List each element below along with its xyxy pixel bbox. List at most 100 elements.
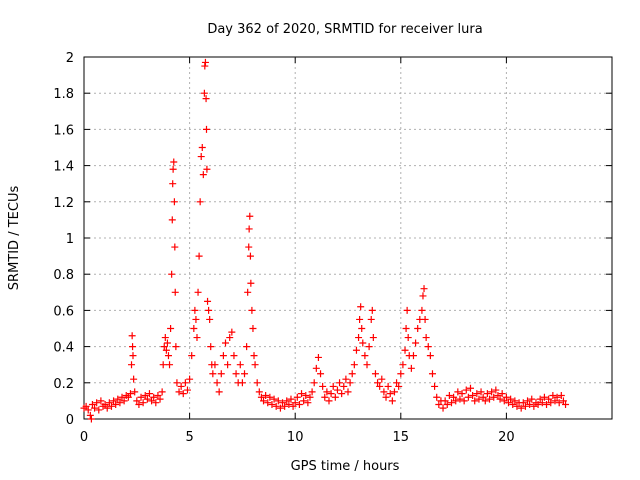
y-tick-label: 0.6 [53,304,74,319]
data-point [203,165,211,173]
data-point [116,399,124,407]
data-point [158,388,166,396]
y-tick-label: 2 [66,51,74,66]
data-point [209,370,217,378]
data-point [236,361,244,369]
data-point [545,395,553,403]
data-point [329,382,337,390]
data-point [201,62,209,70]
data-point [88,401,96,409]
data-point [404,334,412,342]
data-point [249,325,257,332]
data-point [443,401,451,409]
grid [84,57,612,419]
data-point [358,325,366,332]
data-point [534,401,542,409]
data-point [128,332,136,340]
data-point [171,288,179,296]
data-point [186,375,194,383]
data-point [175,388,183,396]
data-point [279,399,287,407]
data-point [540,393,548,401]
x-axis-label: GPS time / hours [291,459,400,474]
data-point [342,375,350,383]
data-point [388,397,396,405]
data-points [80,58,570,423]
data-point [397,370,405,378]
data-point [150,393,158,401]
data-point [376,382,384,390]
data-point [124,393,132,401]
data-point [502,393,510,401]
data-point [82,402,90,410]
data-point [193,334,201,342]
data-point [551,397,559,405]
data-point [505,399,513,407]
data-point [295,401,303,409]
data-point [206,315,214,323]
data-point [492,386,500,394]
data-point [232,370,240,378]
data-point [420,285,428,293]
data-point [547,399,555,407]
data-point [519,399,527,407]
data-point [148,397,156,405]
data-point [380,388,388,396]
data-point [331,393,339,401]
data-point [553,393,561,401]
data-point [156,395,164,403]
data-point [333,386,341,394]
data-point [357,303,365,311]
data-point [433,393,441,401]
data-point [559,397,567,405]
data-point [177,382,185,390]
data-point [336,379,344,387]
data-point [346,379,354,387]
data-point [272,402,280,410]
data-point [325,397,333,405]
data-point [169,165,177,173]
data-point [426,352,434,360]
data-point [338,390,346,398]
data-point [199,171,207,179]
data-point [314,353,322,361]
y-tick-label: 1.2 [53,196,74,211]
data-point [361,352,369,360]
data-point [471,397,479,405]
axes: 00.20.40.60.811.21.41.61.820 5 10 15 20 [53,51,612,445]
data-point [454,388,462,396]
data-point [145,390,153,398]
data-point [473,390,481,398]
data-point [452,397,460,405]
data-point [260,397,268,405]
y-tick-label: 1 [66,232,74,247]
data-point [168,216,176,224]
data-point [154,391,162,399]
data-point [137,393,145,401]
data-point [250,352,258,360]
data-point [401,346,409,354]
data-point [300,397,308,405]
data-point [283,397,291,405]
data-point [557,391,565,399]
data-point [464,393,472,401]
data-point [107,402,115,410]
data-point [243,343,251,351]
data-point [198,144,206,151]
data-point [251,361,259,369]
data-point [308,388,316,396]
data-point [196,198,204,206]
data-point [469,391,477,399]
data-point [312,364,320,372]
data-point [253,379,261,387]
data-point [359,339,367,347]
data-point [447,399,455,407]
data-point [141,391,149,399]
data-point [135,401,143,409]
data-point [543,401,551,409]
data-point [291,399,299,407]
data-point [238,379,246,387]
data-point [310,379,318,387]
data-point [129,343,137,351]
